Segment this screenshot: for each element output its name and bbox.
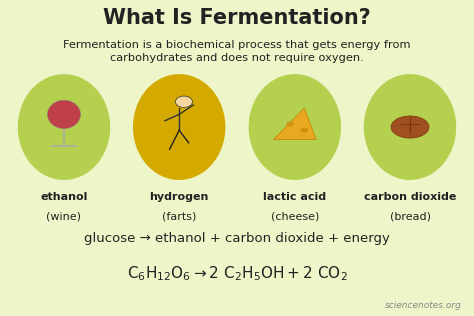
Ellipse shape — [133, 74, 226, 180]
Circle shape — [175, 96, 192, 107]
Circle shape — [301, 128, 308, 133]
Ellipse shape — [364, 74, 456, 180]
Ellipse shape — [391, 116, 429, 138]
Ellipse shape — [47, 100, 81, 129]
Text: ethanol: ethanol — [40, 192, 88, 202]
Text: (cheese): (cheese) — [271, 211, 319, 221]
Text: (wine): (wine) — [46, 211, 82, 221]
Text: carbon dioxide: carbon dioxide — [364, 192, 456, 202]
Text: $\mathregular{C_6H_{12}O_6 \rightarrow 2\ C_2H_5OH + 2\ CO_2}$: $\mathregular{C_6H_{12}O_6 \rightarrow 2… — [127, 264, 347, 283]
Text: glucose → ethanol + carbon dioxide + energy: glucose → ethanol + carbon dioxide + ene… — [84, 232, 390, 245]
Text: sciencenotes.org: sciencenotes.org — [385, 301, 462, 310]
Text: lactic acid: lactic acid — [263, 192, 327, 202]
Text: Fermentation is a biochemical process that gets energy from: Fermentation is a biochemical process th… — [63, 40, 411, 50]
Polygon shape — [273, 108, 316, 140]
Ellipse shape — [248, 74, 341, 180]
Text: What Is Fermentation?: What Is Fermentation? — [103, 8, 371, 28]
Text: hydrogen: hydrogen — [149, 192, 209, 202]
Circle shape — [286, 121, 294, 126]
Text: (bread): (bread) — [390, 211, 430, 221]
Ellipse shape — [18, 74, 110, 180]
Text: (farts): (farts) — [162, 211, 196, 221]
Text: carbohydrates and does not require oxygen.: carbohydrates and does not require oxyge… — [110, 53, 364, 63]
